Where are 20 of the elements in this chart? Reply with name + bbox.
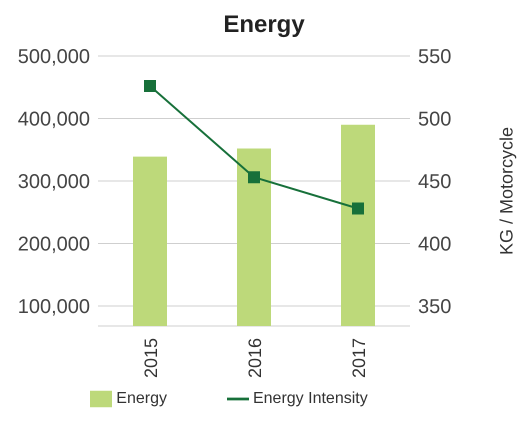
chart-title: Energy: [222, 10, 306, 40]
y-tick-label: 300,000: [18, 171, 90, 194]
x-tick-label: 2017: [348, 338, 369, 378]
y2-tick-label: 500: [418, 108, 452, 131]
y-tick-label: 400,000: [18, 108, 90, 131]
y2-tick-label: 450: [418, 171, 452, 194]
y2-tick-label: 400: [418, 234, 452, 256]
y-tick-label: 500,000: [18, 46, 90, 68]
legend-label: Energy: [116, 390, 167, 408]
point: [352, 202, 364, 214]
y-tick-label: 100,000: [18, 296, 90, 318]
x-tick-label: 2015: [140, 338, 161, 378]
x-tick-label: 2016: [244, 338, 265, 378]
y2-tick-label: 350: [418, 296, 452, 318]
point: [248, 171, 260, 184]
y2-tick-label: 550: [418, 46, 452, 68]
y2-axis-title: KG / Motorcycle: [496, 126, 516, 256]
point: [144, 80, 156, 92]
legend-label: Energy Intensity: [252, 390, 368, 408]
y-tick-label: 200,000: [18, 234, 90, 256]
